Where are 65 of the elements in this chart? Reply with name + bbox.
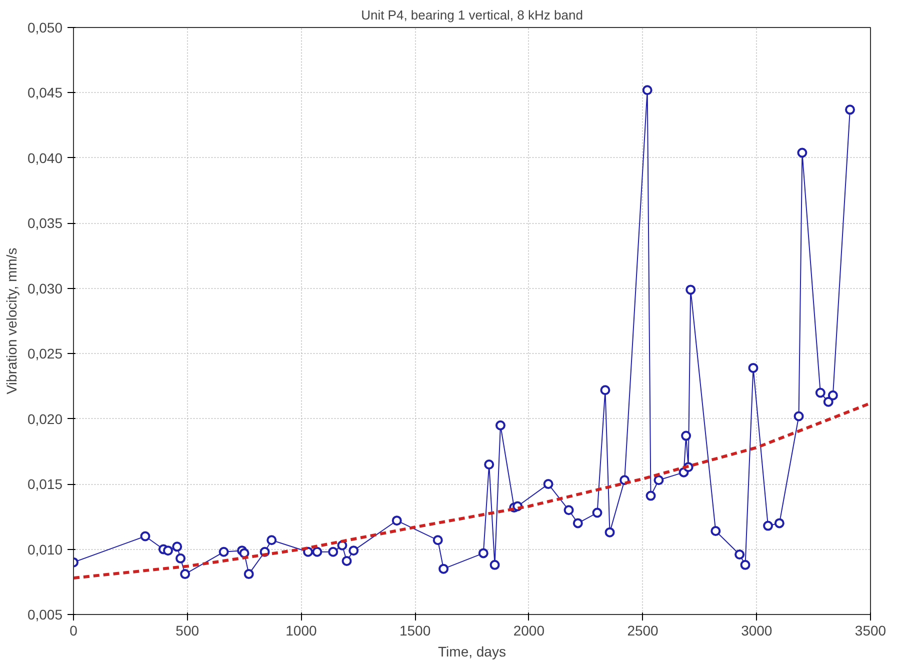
point bbox=[163, 546, 173, 556]
point bbox=[218, 546, 229, 557]
point bbox=[604, 527, 615, 538]
y-tick-label: 0,010 bbox=[27, 541, 63, 558]
point bbox=[176, 553, 186, 564]
point bbox=[794, 411, 804, 422]
point bbox=[312, 546, 322, 557]
y-tick-label: 0,040 bbox=[27, 150, 63, 166]
point bbox=[244, 569, 254, 580]
point bbox=[180, 569, 190, 580]
point bbox=[845, 104, 856, 115]
x-tick-label: 1500 bbox=[400, 622, 431, 638]
y-tick-label: 0,020 bbox=[27, 410, 63, 427]
y-tick-label: 0,050 bbox=[27, 20, 63, 36]
point bbox=[646, 490, 656, 501]
x-tick-label: 3000 bbox=[741, 622, 772, 638]
point bbox=[681, 430, 692, 441]
point bbox=[828, 390, 838, 400]
point bbox=[490, 560, 500, 570]
point bbox=[797, 148, 808, 158]
point bbox=[478, 548, 488, 558]
point bbox=[710, 526, 721, 536]
point bbox=[815, 388, 826, 398]
point bbox=[774, 518, 784, 528]
point bbox=[140, 531, 150, 542]
x-axis-title: Time, days bbox=[438, 644, 506, 660]
x-tick-label: 3500 bbox=[854, 622, 886, 638]
chart-title: Unit P4, bearing 1 vertical, 8 kHz band bbox=[361, 8, 583, 22]
point bbox=[172, 542, 182, 552]
point bbox=[564, 505, 574, 516]
point bbox=[600, 385, 610, 396]
line-series bbox=[74, 402, 870, 580]
point bbox=[342, 556, 352, 566]
x-tick-label: 1000 bbox=[286, 622, 317, 638]
y-tick-label: 0,045 bbox=[27, 84, 63, 101]
point bbox=[740, 560, 750, 570]
y-tick-label: 0,035 bbox=[27, 215, 63, 232]
point bbox=[495, 420, 506, 430]
y-tick-label: 0,015 bbox=[27, 476, 63, 492]
point bbox=[763, 520, 774, 531]
point bbox=[266, 535, 277, 546]
point bbox=[438, 564, 449, 574]
point bbox=[432, 535, 443, 546]
point bbox=[543, 479, 554, 490]
x-tick-label: 2000 bbox=[513, 622, 545, 638]
point bbox=[748, 362, 758, 373]
point bbox=[572, 518, 583, 528]
point bbox=[823, 396, 834, 407]
point bbox=[686, 284, 696, 295]
point bbox=[348, 546, 359, 556]
x-tick-label: 0 bbox=[70, 622, 78, 638]
point bbox=[392, 516, 402, 526]
x-tick-label: 500 bbox=[176, 622, 200, 638]
point bbox=[592, 508, 602, 518]
y-tick-label: 0,025 bbox=[27, 346, 63, 362]
x-tick-label: 2500 bbox=[627, 622, 659, 638]
y-tick-label: 0,005 bbox=[27, 606, 63, 622]
point bbox=[642, 85, 652, 96]
y-axis-title: Vibration velocity, mm/s bbox=[3, 248, 20, 394]
y-tick-label: 0,030 bbox=[27, 280, 63, 296]
point bbox=[328, 546, 338, 557]
point bbox=[654, 475, 664, 486]
point bbox=[337, 540, 348, 550]
point bbox=[734, 550, 745, 560]
point bbox=[484, 459, 494, 470]
